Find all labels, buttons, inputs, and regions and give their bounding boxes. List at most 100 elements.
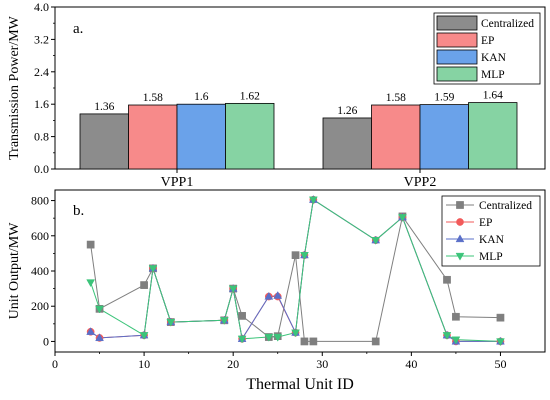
point-kan-5 xyxy=(95,333,104,342)
legend-label-ep: EP xyxy=(481,35,494,47)
panel-b-label: b. xyxy=(73,203,84,219)
point-mlp-50 xyxy=(496,338,505,347)
point-centralized-28 xyxy=(300,337,309,346)
bar-centralized-vpp2 xyxy=(322,117,372,170)
legend-marker-centralized xyxy=(456,201,464,209)
point-mlp-11 xyxy=(148,265,158,274)
legend-swatch-ep xyxy=(436,32,478,48)
panel-b-x-tick-label: 30 xyxy=(316,357,328,371)
panel-b-y-tick-label: 200 xyxy=(31,299,49,313)
panel-b-y-tick-label: 400 xyxy=(31,264,49,278)
data-label-centralized-vpp1: 1.36 xyxy=(94,101,114,113)
legend-marker-mlp xyxy=(455,252,465,261)
bar-mlp-vpp1 xyxy=(225,102,275,170)
point-kan-24 xyxy=(264,291,274,300)
panel-a-y-tick-label: 3.2 xyxy=(34,32,49,46)
bar-mlp-vpp2 xyxy=(468,102,518,170)
category-label-vpp2: VPP2 xyxy=(404,175,437,190)
panel-b-line-chart: 0 10 20 30 40 50 0 200 400 600 800 b. Unit Output… xyxy=(7,189,546,393)
point-mlp-36 xyxy=(371,237,381,245)
point-centralized-10 xyxy=(140,281,148,289)
panel-b-legend: Centralized EP KAN MLP xyxy=(441,195,541,267)
series-line-mlp xyxy=(90,198,501,342)
data-label-mlp-vpp2: 1.64 xyxy=(483,90,503,102)
panel-b-y-ticks: 0 200 400 600 800 xyxy=(31,194,55,348)
point-centralized-45 xyxy=(452,312,460,321)
panel-b-x-tick-label: 20 xyxy=(227,357,239,371)
panel-b-x-ticks: 0 10 20 30 40 50 xyxy=(52,352,506,371)
panel-a-y-tick-label: 2.4 xyxy=(34,65,49,79)
point-mlp-4 xyxy=(86,279,96,288)
point-mlp-44 xyxy=(442,332,452,340)
legend-marker-kan xyxy=(455,234,465,243)
panel-a-y-ticks: 0.0 0.8 1.6 2.4 3.2 4.0 xyxy=(34,0,55,176)
legend-swatch-centralized xyxy=(436,15,478,31)
legend-label-kan: KAN xyxy=(479,234,505,246)
data-label-kan-vpp1: 1.6 xyxy=(194,91,209,103)
panel-b-x-tick-label: 10 xyxy=(138,357,150,371)
panel-a-y-tick-label: 0.0 xyxy=(34,162,49,176)
legend-label-centralized: Centralized xyxy=(479,200,532,212)
point-mlp-45 xyxy=(451,336,461,345)
point-mlp-25 xyxy=(273,333,283,342)
legend-label-ep: EP xyxy=(479,217,492,229)
bar-centralized-vpp1 xyxy=(79,113,129,170)
data-label-ep-vpp2: 1.58 xyxy=(386,92,406,104)
panel-a-y-axis-label: Transmission Power/MW xyxy=(7,15,22,160)
panel-a-legend: Centralized EP KAN MLP xyxy=(433,12,541,85)
panel-b-x-axis-label: Thermal Unit ID xyxy=(246,376,354,393)
point-mlp-29 xyxy=(308,196,318,205)
panel-a-bars xyxy=(79,102,518,170)
panel-a-bar-chart: 0.00.81.62.43.24.0 1.361.58 1.6 1.621.261.… xyxy=(7,0,546,190)
point-centralized-4 xyxy=(86,240,95,249)
panel-b-x-tick-label: 0 xyxy=(52,357,58,371)
legend-label-mlp: MLP xyxy=(481,69,505,81)
point-mlp-39 xyxy=(398,214,407,222)
panel-b-series-markers xyxy=(86,195,505,347)
point-mlp-20 xyxy=(228,285,238,294)
legend-marker-ep xyxy=(456,218,464,226)
point-mlp-28 xyxy=(300,252,309,260)
point-mlp-13 xyxy=(166,318,176,327)
point-centralized-44 xyxy=(443,275,451,284)
bar-ep-vpp2 xyxy=(371,104,421,170)
point-mlp-21 xyxy=(237,335,247,344)
data-label-centralized-vpp2: 1.26 xyxy=(337,105,357,117)
panel-b-x-tick-label: 50 xyxy=(494,357,506,371)
series-line-centralized xyxy=(90,215,501,342)
point-centralized-36 xyxy=(371,337,380,346)
data-label-kan-vpp2: 1.59 xyxy=(434,92,454,104)
panel-b-y-axis-label: Unit Output/MW xyxy=(7,222,22,320)
category-label-vpp1: VPP1 xyxy=(161,175,194,190)
panel-a-label: a. xyxy=(73,21,83,37)
point-centralized-27 xyxy=(291,251,300,260)
panel-b-y-tick-label: 800 xyxy=(31,194,49,208)
bar-kan-vpp2 xyxy=(419,104,469,170)
panel-a-y-tick-label: 4.0 xyxy=(34,0,49,14)
data-label-ep-vpp1: 1.58 xyxy=(143,92,163,104)
legend-label-mlp: MLP xyxy=(479,251,503,263)
point-kan-25 xyxy=(273,291,283,299)
point-mlp-5 xyxy=(95,305,104,314)
point-mlp-10 xyxy=(139,332,149,340)
point-centralized-21 xyxy=(238,312,246,320)
legend-label-kan: KAN xyxy=(481,52,507,64)
bar-kan-vpp1 xyxy=(176,103,226,170)
panel-b-x-tick-label: 40 xyxy=(405,357,417,371)
panel-a-category-labels: VPP1 VPP2 xyxy=(161,169,437,190)
point-centralized-50 xyxy=(496,313,505,322)
panel-a-y-tick-label: 0.8 xyxy=(34,130,49,144)
panel-a-data-labels: 1.36 1.58 1.6 1.62 1.26 1.58 1.59 1.64 xyxy=(94,90,503,117)
legend-label-centralized: Centralized xyxy=(481,18,534,30)
data-label-mlp-vpp1: 1.62 xyxy=(240,90,260,102)
point-centralized-29 xyxy=(309,337,318,346)
point-kan-4 xyxy=(86,327,96,335)
bar-ep-vpp1 xyxy=(128,104,178,170)
legend-swatch-kan xyxy=(436,49,478,65)
panel-b-y-tick-label: 600 xyxy=(31,229,49,243)
panel-a-y-tick-label: 1.6 xyxy=(34,97,49,111)
panel-b-y-tick-label: 0 xyxy=(43,334,49,348)
point-mlp-24 xyxy=(264,333,274,342)
point-mlp-27 xyxy=(291,329,300,338)
